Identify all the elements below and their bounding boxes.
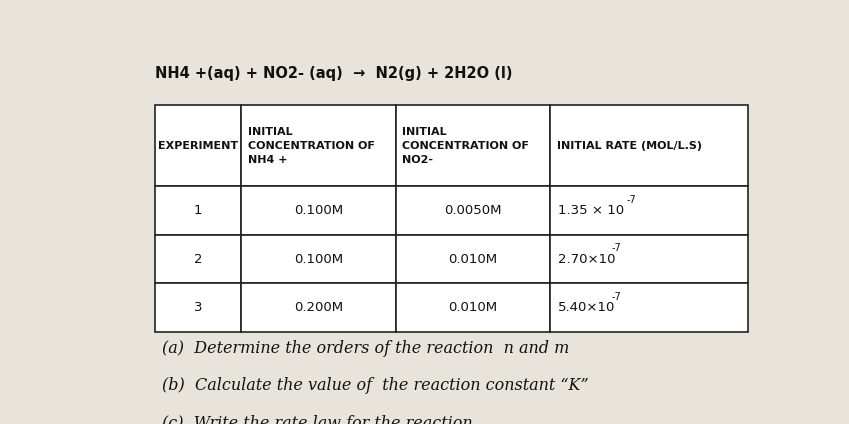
Text: INITIAL
CONCENTRATION OF
NO2-: INITIAL CONCENTRATION OF NO2-: [402, 127, 529, 165]
Bar: [241, 105, 396, 187]
Text: 1.35 × 10: 1.35 × 10: [558, 204, 624, 217]
Text: (c)  Write the rate law for the reaction: (c) Write the rate law for the reaction: [162, 415, 473, 424]
Bar: [550, 235, 748, 283]
Text: 0.100M: 0.100M: [294, 253, 343, 265]
Text: (a)  Determine the orders of the reaction  n and m: (a) Determine the orders of the reaction…: [162, 340, 570, 357]
Text: 0.010M: 0.010M: [448, 253, 498, 265]
Bar: [155, 235, 241, 283]
Text: 2: 2: [194, 253, 203, 265]
Bar: [155, 283, 241, 332]
Bar: [550, 283, 748, 332]
Text: INITIAL RATE (MOL/L.S): INITIAL RATE (MOL/L.S): [557, 141, 702, 151]
Text: (b)  Calculate the value of  the reaction constant “K”: (b) Calculate the value of the reaction …: [162, 377, 588, 394]
Text: EXPERIMENT: EXPERIMENT: [158, 141, 239, 151]
Bar: [396, 105, 550, 187]
Bar: [550, 105, 748, 187]
Text: 5.40×10: 5.40×10: [558, 301, 616, 314]
Bar: [396, 187, 550, 235]
Bar: [155, 187, 241, 235]
Bar: [241, 235, 396, 283]
Bar: [396, 235, 550, 283]
Text: NH4 +(aq) + NO2- (aq)  →  N2(g) + 2H2O (l): NH4 +(aq) + NO2- (aq) → N2(g) + 2H2O (l): [155, 66, 513, 81]
Text: -7: -7: [627, 195, 637, 205]
Bar: [550, 187, 748, 235]
Text: -7: -7: [611, 243, 621, 254]
Bar: [241, 283, 396, 332]
Text: 0.100M: 0.100M: [294, 204, 343, 217]
Text: 0.010M: 0.010M: [448, 301, 498, 314]
Text: 2.70×10: 2.70×10: [558, 253, 616, 265]
Text: INITIAL
CONCENTRATION OF
NH4 +: INITIAL CONCENTRATION OF NH4 +: [248, 127, 374, 165]
Text: -7: -7: [611, 292, 621, 302]
Text: 0.200M: 0.200M: [294, 301, 343, 314]
Text: 0.0050M: 0.0050M: [444, 204, 502, 217]
Bar: [155, 105, 241, 187]
Text: 3: 3: [194, 301, 203, 314]
Text: 1: 1: [194, 204, 203, 217]
Bar: [241, 187, 396, 235]
Bar: [396, 283, 550, 332]
